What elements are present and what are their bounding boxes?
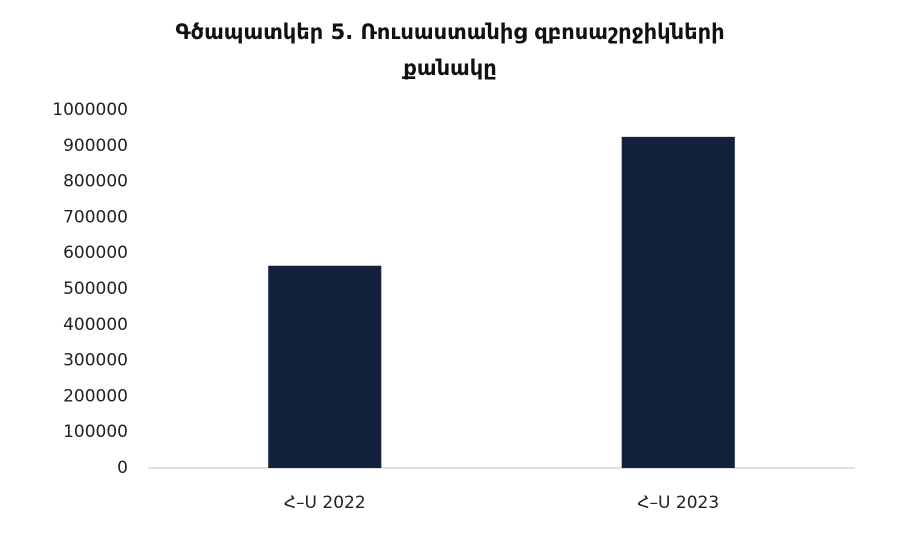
- y-tick-label: 300000: [63, 351, 128, 371]
- bar: [621, 136, 735, 468]
- y-tick-label: 0: [117, 458, 128, 478]
- x-tick-label: Հ–Ս 2022: [284, 493, 366, 513]
- y-tick-label: 400000: [63, 315, 128, 335]
- y-tick-label: 600000: [63, 243, 128, 263]
- bar: [268, 265, 382, 468]
- y-tick-label: 800000: [63, 172, 128, 192]
- y-tick-label: 1000000: [52, 100, 128, 120]
- y-tick-label: 100000: [63, 422, 128, 442]
- chart-title: Գծապատկեր 5. Ռուսաստանից զբոսաշրջիկների …: [175, 20, 725, 80]
- y-tick-label: 500000: [63, 279, 128, 299]
- y-tick-label: 900000: [63, 136, 128, 156]
- x-tick-label: Հ–Ս 2023: [637, 493, 719, 513]
- y-tick-label: 200000: [63, 386, 128, 406]
- y-tick-label: 700000: [63, 207, 128, 227]
